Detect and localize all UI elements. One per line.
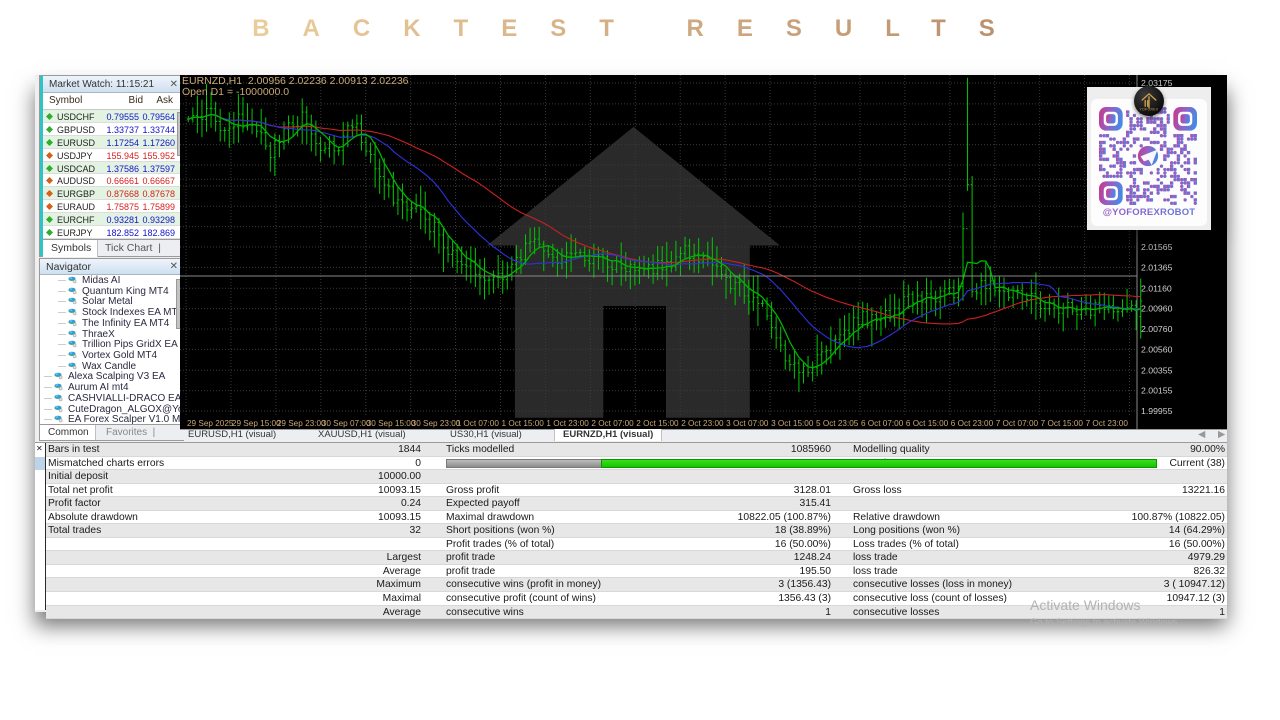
svg-text:7 Oct 23:00: 7 Oct 23:00 [1086,419,1129,428]
svg-text:2.00760: 2.00760 [1141,324,1173,334]
svg-text:2.00355: 2.00355 [1141,365,1173,375]
svg-text:2.01565: 2.01565 [1141,242,1173,252]
svg-text:YOFOREX: YOFOREX [1140,108,1159,112]
svg-text:2.01365: 2.01365 [1141,262,1173,272]
svg-text:2 Oct 07:00: 2 Oct 07:00 [591,419,634,428]
svg-text:1 Oct 07:00: 1 Oct 07:00 [457,419,500,428]
svg-text:1 Oct 15:00: 1 Oct 15:00 [502,419,545,428]
svg-text:2.00560: 2.00560 [1141,344,1173,354]
svg-text:30 Sep 07:00: 30 Sep 07:00 [322,419,371,428]
svg-text:2.00960: 2.00960 [1141,304,1173,314]
svg-text:6 Oct 07:00: 6 Oct 07:00 [861,419,904,428]
svg-text:29 Sep 2025: 29 Sep 2025 [187,419,234,428]
svg-text:3 Oct 07:00: 3 Oct 07:00 [726,419,769,428]
svg-text:6 Oct 15:00: 6 Oct 15:00 [906,419,949,428]
svg-text:2.00155: 2.00155 [1141,386,1173,396]
svg-text:2 Oct 23:00: 2 Oct 23:00 [681,419,724,428]
svg-text:6 Oct 23:00: 6 Oct 23:00 [951,419,994,428]
svg-text:5 Oct 23:05: 5 Oct 23:05 [816,419,859,428]
svg-text:3 Oct 15:00: 3 Oct 15:00 [771,419,814,428]
svg-text:7 Oct 07:00: 7 Oct 07:00 [996,419,1039,428]
svg-text:29 Sep 15:00: 29 Sep 15:00 [232,419,281,428]
svg-text:7 Oct 15:00: 7 Oct 15:00 [1041,419,1084,428]
svg-text:30 Sep 15:00: 30 Sep 15:00 [367,419,416,428]
svg-text:2 Oct 15:00: 2 Oct 15:00 [636,419,679,428]
svg-text:30 Sep 23:00: 30 Sep 23:00 [412,419,461,428]
svg-text:1.99955: 1.99955 [1141,406,1173,416]
svg-text:1 Oct 23:00: 1 Oct 23:00 [546,419,589,428]
svg-text:2.01160: 2.01160 [1141,283,1172,293]
svg-text:29 Sep 23:00: 29 Sep 23:00 [277,419,326,428]
